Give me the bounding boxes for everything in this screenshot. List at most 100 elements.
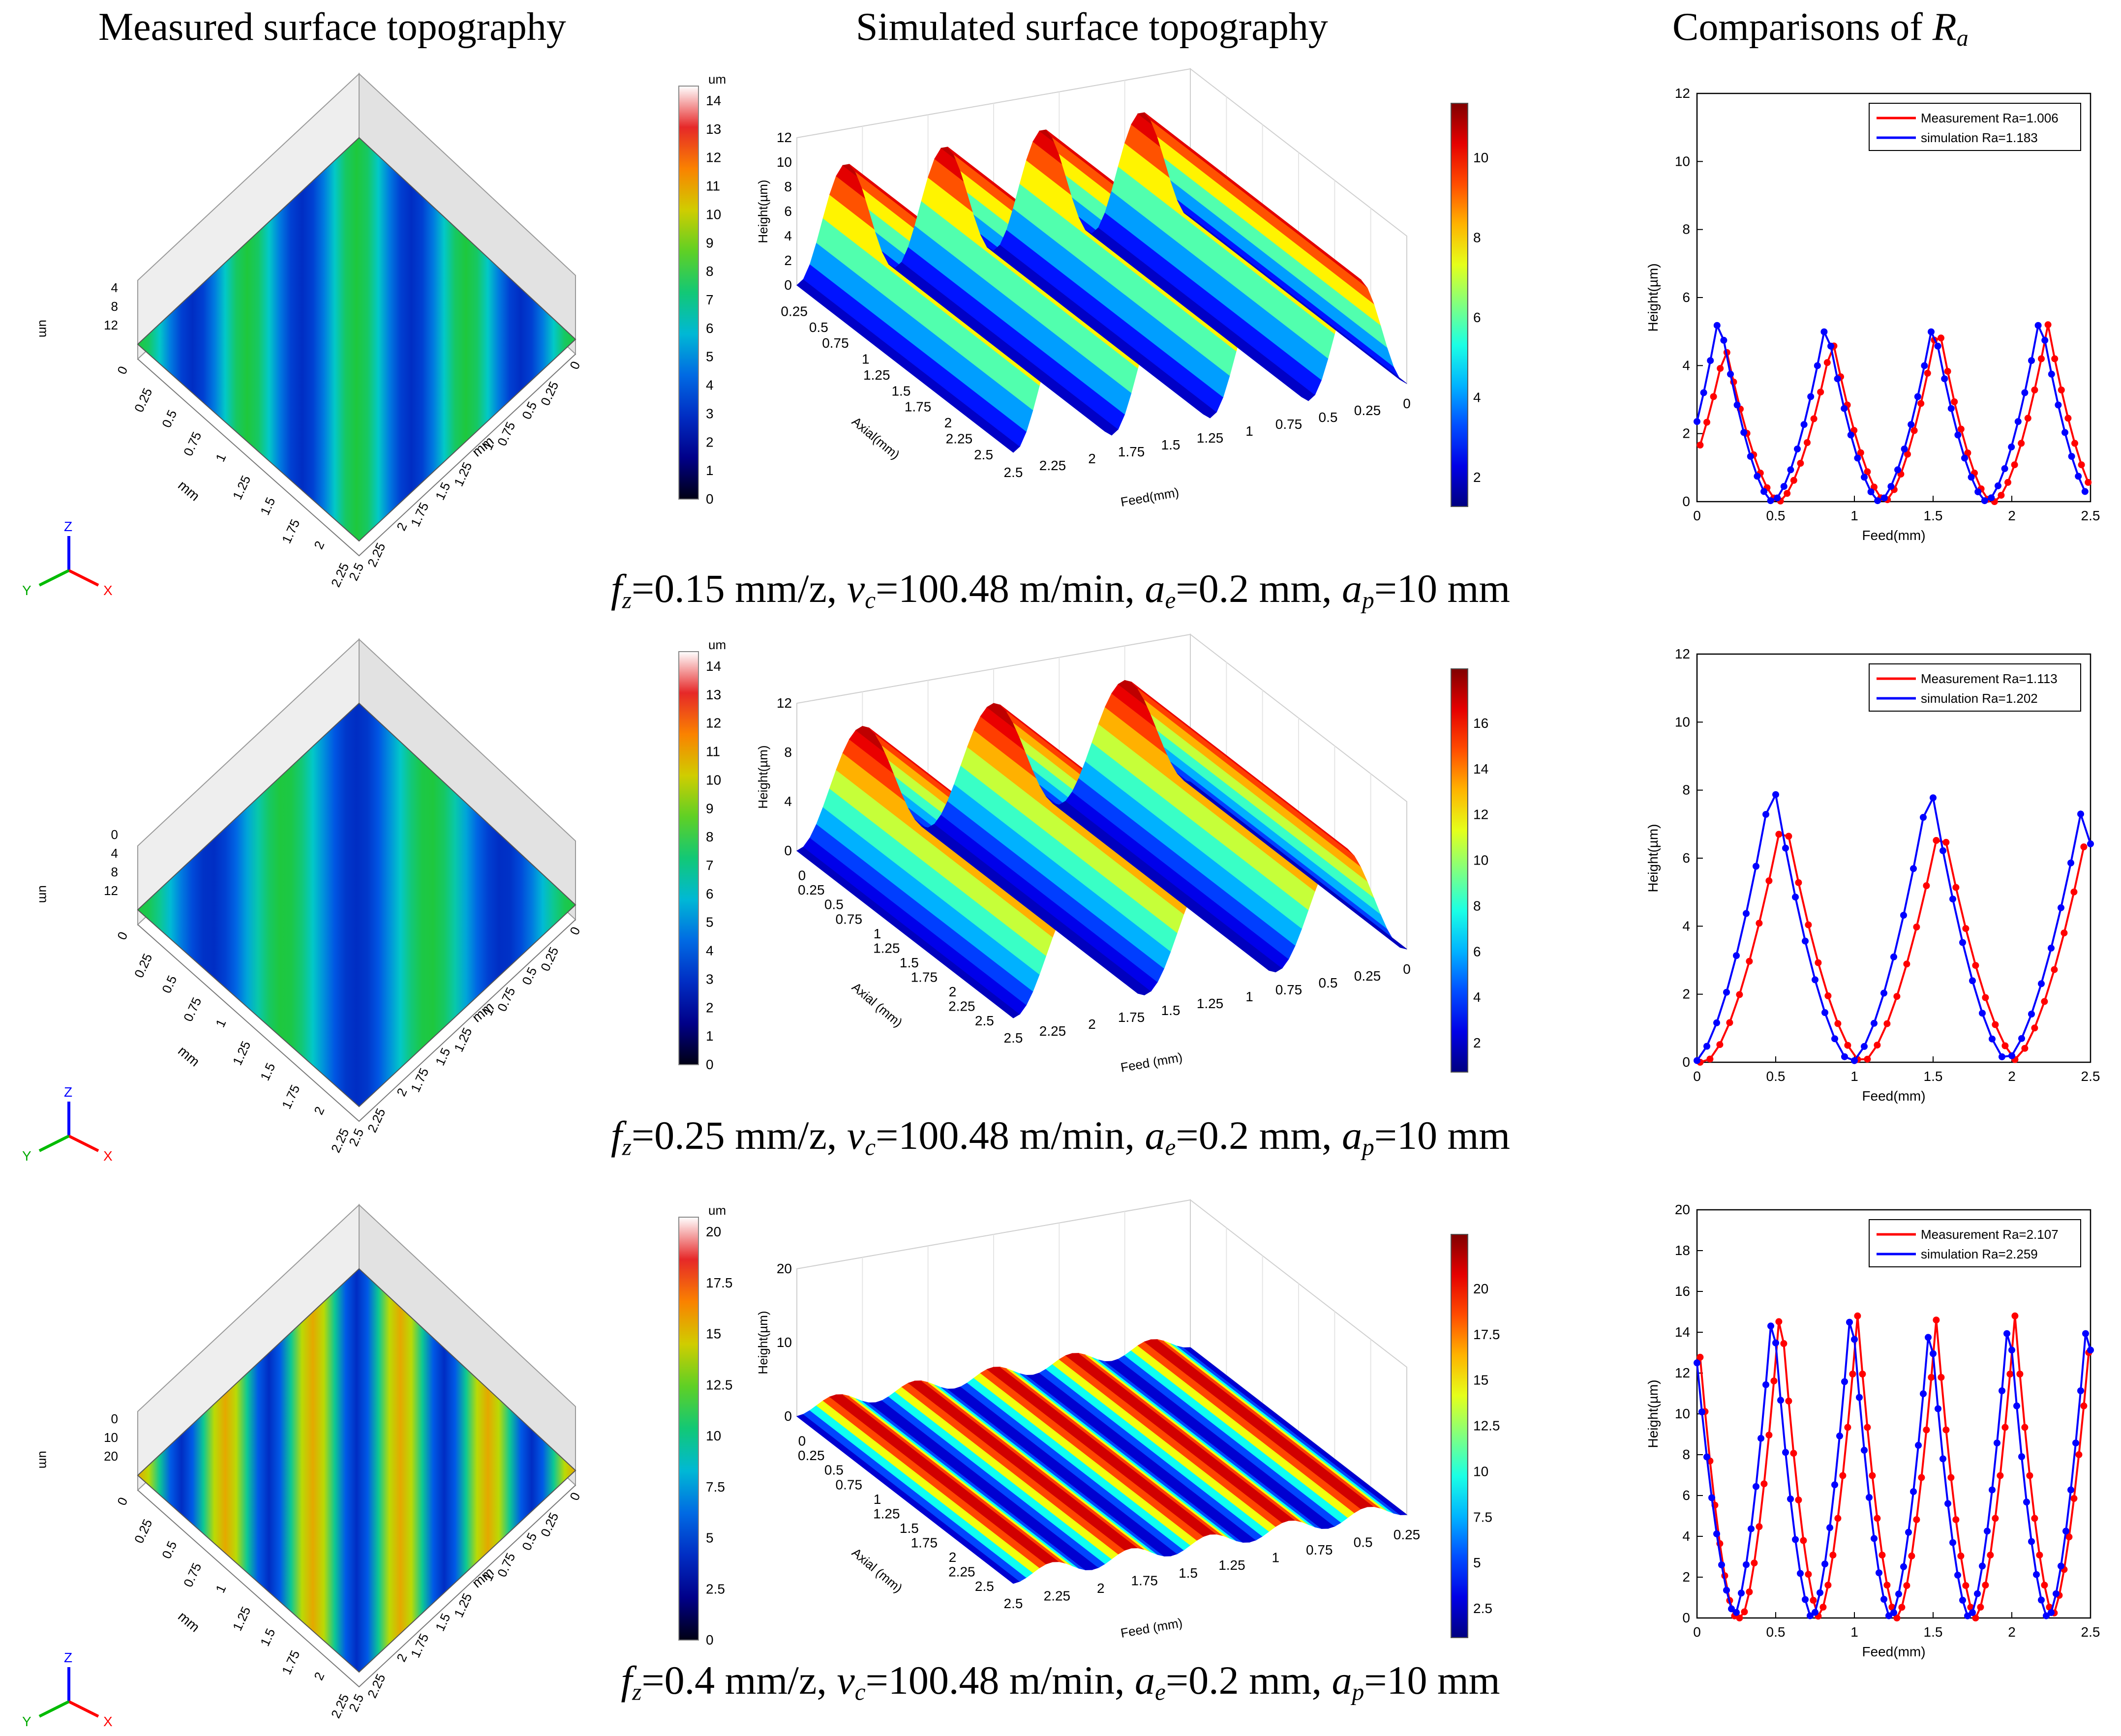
sim-feed-tick-label: 2.5 [1004, 1030, 1023, 1046]
row2-ra-chart: 0 2 4 6 8 10 12 0 0.5 1 1.5 2 2.5 Feed(mm) Height(µm) M… [1645, 646, 2100, 1104]
y-tick-label: 8 [1682, 222, 1690, 237]
colorbar-tick-label: 17.5 [706, 1275, 733, 1290]
data-point-simulation [1861, 1043, 1868, 1050]
data-point-measurement [2011, 461, 2018, 469]
data-point-simulation [1944, 1500, 1951, 1507]
x-tick-label: 0 [114, 929, 130, 942]
data-point-measurement [1765, 1432, 1773, 1439]
data-point-measurement [1893, 993, 1901, 1000]
x-tick-label: 0.25 [131, 386, 155, 415]
data-point-simulation [2028, 1011, 2035, 1018]
data-point-simulation [1959, 939, 1966, 946]
measured-surface [137, 137, 576, 542]
x-tick-label: 0 [1693, 508, 1701, 523]
data-point-measurement [2004, 479, 2011, 486]
sim-feed-tick-label: 1 [1245, 423, 1253, 439]
y-tick-label: 0.5 [519, 399, 540, 421]
data-point-simulation [1910, 1488, 1917, 1496]
data-point-simulation [2055, 401, 2062, 409]
x-tick-label: 1.5 [257, 1061, 278, 1083]
data-point-measurement [2018, 440, 2025, 447]
data-point-simulation [1851, 1336, 1858, 1343]
y-axis-label: Height(µm) [1645, 1379, 1661, 1448]
data-point-measurement [1834, 1515, 1842, 1522]
x-tick-label: 2 [2008, 508, 2016, 523]
data-point-simulation [1954, 431, 1962, 439]
sim-axial-tick-label: 1.25 [863, 367, 890, 383]
y-tick-label: 2.5 [346, 1692, 366, 1714]
sim-axial-tick-label: 0.5 [824, 1463, 844, 1478]
data-point-simulation [1920, 814, 1927, 821]
z-tick-label: 10 [104, 1430, 118, 1445]
x-tick-label: 1.25 [230, 1604, 254, 1633]
data-point-measurement [1726, 1019, 1733, 1026]
x-tick-label: 1.5 [1924, 508, 1943, 523]
data-point-simulation [1847, 431, 1854, 439]
y-tick-label: 6 [1682, 850, 1690, 866]
data-point-simulation [1694, 1057, 1700, 1064]
row1-simulated-colorbar: 10 8 6 4 2 [1451, 103, 1488, 507]
plot-area [1696, 92, 2091, 503]
colorbar-tick-label: 11 [706, 179, 720, 194]
data-point-simulation [2043, 1612, 2050, 1619]
x-tick-label: 1.5 [257, 495, 278, 517]
colorbar-tick-label: 6 [706, 886, 714, 901]
sim-axial-tick-label: 2 [949, 1550, 957, 1565]
data-point-simulation [1969, 1609, 1976, 1616]
data-point-measurement [1864, 1424, 1871, 1431]
colorbar-tick-label: 8 [706, 264, 714, 279]
x-tick-label: 2.5 [2081, 1069, 2100, 1084]
data-point-simulation [1713, 1019, 1720, 1026]
data-point-simulation [1817, 1589, 1823, 1596]
colorbar-tick-label: 4 [706, 943, 714, 958]
data-point-measurement [1864, 468, 1871, 476]
data-point-simulation [2038, 1596, 2045, 1604]
y-tick-label: 0 [1682, 1054, 1690, 1070]
data-point-simulation [1698, 1408, 1705, 1415]
colorbar-tick-label: 7.5 [706, 1479, 725, 1495]
data-point-measurement [1834, 1020, 1842, 1027]
sim-surface-strip [1183, 1347, 1408, 1515]
sim-z-axis-label: Height(µm) [756, 1311, 770, 1374]
x-tick-label: 1.5 [1924, 1624, 1943, 1640]
sim-axial-tick-label: 0.75 [836, 911, 863, 927]
data-point-measurement [2031, 1024, 2038, 1032]
box-floor-edge [137, 354, 576, 557]
sim-feed-tick-label: 1.5 [1179, 1565, 1198, 1581]
sim-axial-tick-label: 1.75 [911, 970, 938, 985]
data-point-simulation [1694, 1359, 1700, 1367]
sim-feed-tick-label: 0.5 [1319, 410, 1338, 425]
row3-caption: fz=0.4 mm/z, vc=100.48 m/min, ae=0.2 mm,… [621, 1658, 1500, 1706]
x-tick-label: 2.5 [2081, 1624, 2100, 1640]
sim-axial-tick-label: 0 [798, 868, 806, 883]
data-point-simulation [2067, 1486, 2074, 1494]
data-point-simulation [2082, 1330, 2089, 1337]
row1-ra-chart: 0 2 4 6 8 10 12 0 0.5 1 1.5 2 2.5 Feed(mm) Height(µm) M… [1645, 86, 2100, 543]
sim-z-tick-label: 8 [784, 179, 792, 194]
y-tick-label: 2.5 [346, 561, 366, 583]
sim-axial-tick-label: 2.25 [948, 999, 975, 1014]
y-tick-label: 2.5 [346, 1126, 366, 1148]
data-point-measurement [1697, 442, 1704, 449]
data-point-simulation [2033, 1571, 2040, 1578]
y-tick-label: 0.25 [538, 1510, 562, 1539]
data-point-simulation [2038, 980, 2045, 988]
data-point-measurement [1904, 450, 1911, 458]
data-point-simulation [2087, 840, 2094, 847]
x-tick-label: 0.5 [1766, 1069, 1786, 1084]
data-point-measurement [1908, 1552, 1915, 1559]
colorbar-tick-label: 6 [706, 321, 714, 336]
z-axis-label: um [36, 320, 51, 337]
sim-colorbar-tick-label: 17.5 [1473, 1327, 1500, 1342]
data-point-simulation [2067, 859, 2074, 867]
y-tick-label: 2.25 [364, 540, 389, 569]
data-point-simulation [1894, 466, 1901, 474]
legend [1869, 663, 2081, 712]
data-point-measurement [1972, 1615, 1979, 1621]
data-point-measurement [1903, 960, 1910, 968]
data-point-simulation [1905, 1528, 1912, 1536]
data-point-measurement [1703, 419, 1710, 426]
y-axis-label: mm [469, 433, 497, 460]
data-point-measurement [2046, 1604, 2053, 1611]
